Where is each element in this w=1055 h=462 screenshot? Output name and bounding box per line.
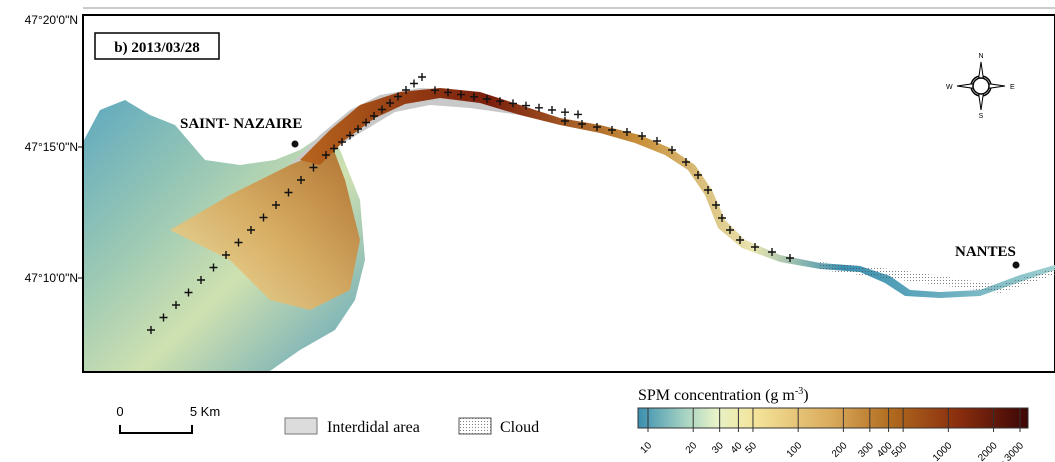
scale-bar [120,425,192,433]
place-label: SAINT- NAZAIRE [180,116,302,132]
lat-label: 47°10'0"N [25,271,78,285]
compass-label: N [978,53,983,60]
lat-label: 47°20'0"N [25,13,78,27]
place-marker [1013,262,1020,269]
legend-swatch [285,418,317,434]
colorbar-tick-label: 500 [890,440,910,460]
map-figure: 47°20'0"N 47°15'0"N 47°10'0"N b) 2013/03… [0,0,1055,462]
colorbar [638,408,1028,428]
scale-label: 0 [116,404,123,419]
compass-label: W [946,84,953,91]
place-marker [292,141,299,148]
legend-label: Interdidal area [327,419,420,436]
legend-label: Cloud [500,419,539,436]
panel-label: b) 2013/03/28 [114,40,199,56]
colorbar-tick-label: 50 [743,440,759,456]
colorbar-tick-label: 20 [684,440,700,456]
colorbar-tick-label: 200 [830,440,850,460]
scale-label: 5 Km [190,404,220,419]
place-label: NANTES [955,244,1016,260]
colorbar-tick-label: 30 [710,440,726,456]
lat-label: 47°15'0"N [25,140,78,154]
colorbar-tick-label: > 3000 [997,440,1027,462]
colorbar-tick-label: 1000 [931,440,955,462]
colorbar-tick-label: 300 [856,440,876,460]
colorbar-tick-label: 10 [638,440,654,456]
colorbar-tick-label: 100 [785,440,805,460]
colorbar-title: SPM concentration (g m-3) [638,386,809,404]
compass-label: S [979,113,984,120]
compass-label: E [1010,84,1015,91]
colorbar-tick-label: 2000 [976,440,1000,462]
legend-swatch [459,418,491,434]
